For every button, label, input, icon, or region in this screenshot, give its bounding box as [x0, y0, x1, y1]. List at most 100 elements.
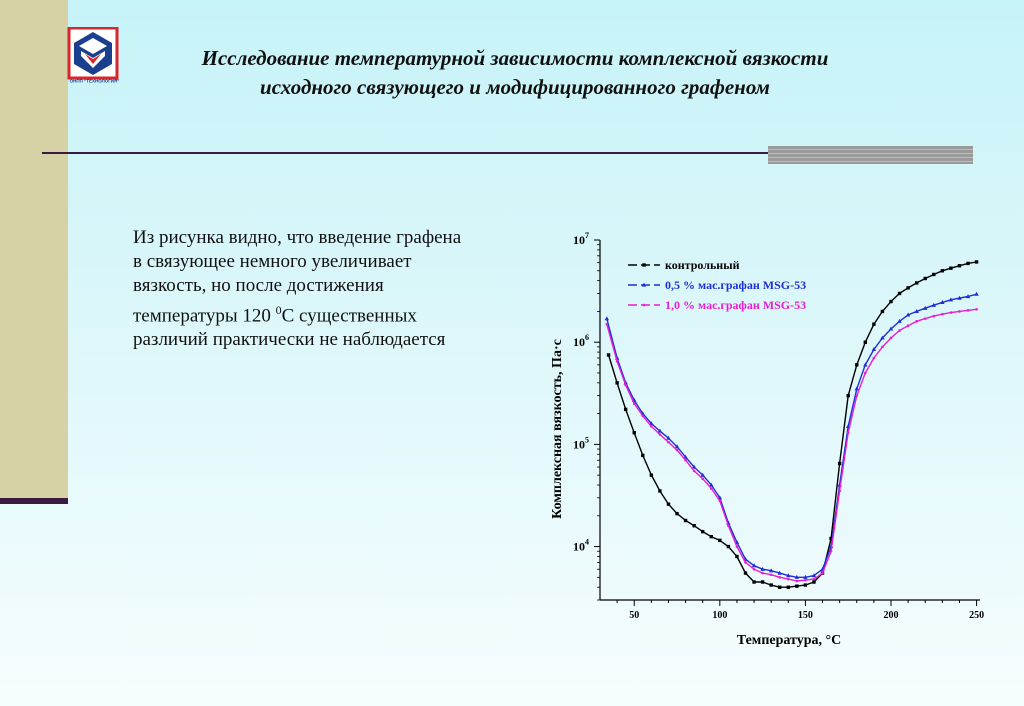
data-point	[752, 580, 756, 584]
data-point	[863, 362, 868, 367]
data-point	[932, 314, 936, 318]
data-point	[889, 336, 893, 340]
data-point	[872, 322, 876, 326]
data-point	[778, 585, 782, 589]
data-point	[863, 340, 868, 344]
data-point	[803, 574, 808, 579]
series-3	[605, 307, 978, 583]
data-point	[674, 444, 680, 449]
series-2	[604, 291, 979, 579]
x-tick-label: 200	[883, 610, 898, 621]
data-point	[658, 433, 662, 436]
y-tick-label: 106	[573, 333, 589, 349]
title-line-1: Исследование температурной зависимости к…	[201, 46, 829, 70]
legend-item: 1,0 % мас.графан MSG-53	[628, 298, 806, 312]
data-point	[683, 454, 688, 459]
logo-text: ОНПП "ТЕХНОЛОГИЯ"	[69, 79, 120, 85]
slide-title: Исследование температурной зависимости к…	[130, 44, 900, 102]
data-point	[889, 299, 893, 304]
data-point	[932, 272, 936, 277]
data-point	[931, 302, 936, 307]
data-point	[658, 489, 662, 493]
data-point	[675, 448, 679, 452]
data-point	[915, 320, 918, 323]
data-point	[786, 577, 790, 581]
data-point	[957, 264, 962, 268]
data-point	[760, 566, 765, 571]
data-point	[649, 473, 654, 477]
data-point	[760, 580, 765, 584]
data-point	[615, 360, 619, 363]
data-point	[744, 561, 747, 564]
data-point	[855, 363, 859, 367]
data-point	[975, 307, 978, 311]
sidebar-bottom-edge	[0, 498, 68, 504]
data-point	[941, 312, 944, 316]
company-logo: ОНПП "ТЕХНОЛОГИЯ"	[67, 26, 120, 91]
legend-label: контрольный	[665, 258, 740, 272]
data-point	[623, 407, 628, 412]
data-point	[786, 585, 790, 589]
series-line	[606, 308, 977, 582]
data-point	[632, 431, 636, 435]
x-tick-label: 50	[629, 610, 639, 621]
data-point	[974, 291, 979, 296]
data-point	[906, 324, 910, 327]
data-point	[675, 511, 679, 516]
data-point	[795, 579, 799, 583]
data-point	[709, 534, 713, 539]
data-point	[940, 300, 945, 305]
data-point	[650, 425, 653, 428]
y-tick-label: 104	[573, 538, 589, 554]
data-point	[949, 311, 953, 314]
data-point	[735, 554, 739, 559]
data-point	[821, 571, 824, 575]
data-point	[957, 295, 962, 300]
data-point	[966, 261, 970, 266]
data-point	[692, 524, 696, 528]
data-point	[709, 487, 713, 490]
data-point	[768, 568, 774, 573]
legend-item: контрольный	[628, 258, 740, 272]
data-point	[871, 347, 877, 352]
data-point	[691, 464, 697, 469]
data-point	[641, 414, 645, 418]
data-point	[948, 297, 954, 302]
data-point	[743, 571, 748, 575]
title-divider-block	[768, 146, 973, 164]
data-point	[812, 580, 816, 584]
data-point	[949, 266, 953, 270]
x-tick-label: 150	[798, 610, 813, 621]
description-text: Из рисунка видно, что введение графена в…	[133, 227, 462, 327]
data-point	[761, 571, 764, 575]
data-point	[888, 326, 894, 331]
data-point	[914, 281, 919, 285]
data-point	[812, 577, 816, 581]
data-point	[906, 286, 910, 290]
data-point	[605, 322, 609, 326]
data-point	[657, 428, 663, 433]
data-point	[700, 472, 705, 477]
data-point	[897, 318, 902, 323]
data-point	[846, 431, 850, 435]
data-point	[940, 269, 945, 273]
data-point	[751, 563, 757, 568]
data-point	[667, 440, 670, 444]
chart-legend: контрольный 0,5 % мас.графан MSG-53 1,0 % …	[628, 258, 806, 312]
data-point	[778, 576, 782, 579]
data-point	[769, 573, 773, 577]
data-point	[966, 309, 970, 312]
data-point	[872, 356, 876, 360]
data-point	[881, 345, 884, 349]
data-point	[624, 383, 627, 387]
data-point	[606, 353, 611, 357]
data-point	[683, 518, 688, 523]
degree-superscript: 0	[275, 303, 282, 317]
data-point	[777, 570, 782, 575]
data-point	[795, 584, 799, 588]
data-point	[604, 316, 610, 321]
data-point	[769, 583, 773, 587]
data-point	[786, 573, 791, 578]
x-tick-label: 250	[969, 610, 984, 621]
data-point	[855, 394, 859, 397]
